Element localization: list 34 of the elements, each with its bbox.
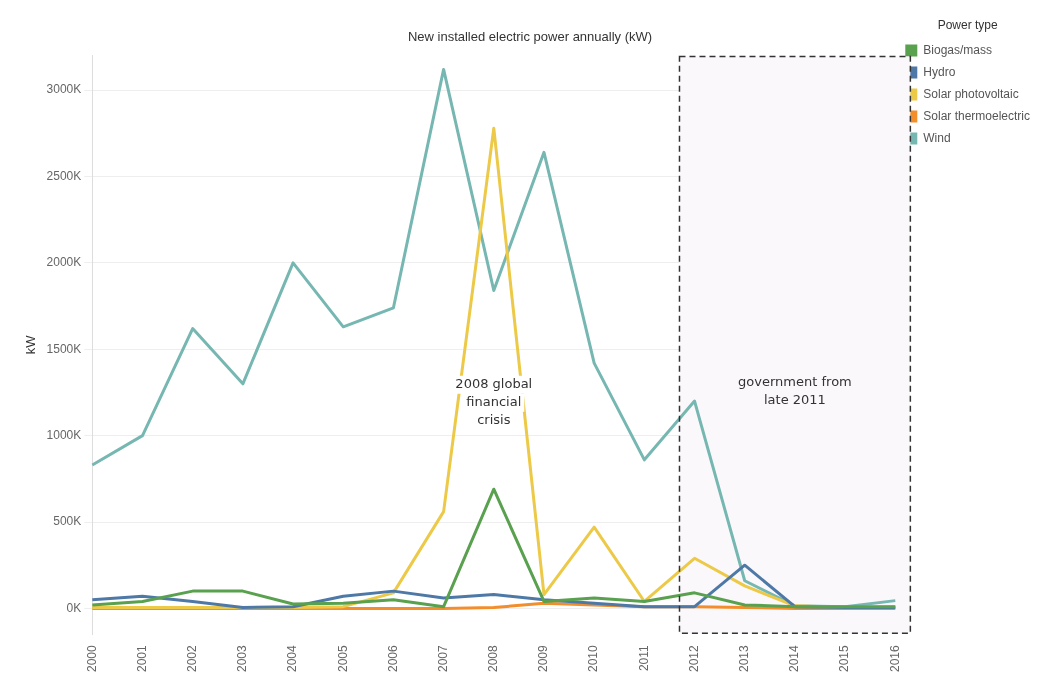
legend-label: Wind [923, 130, 951, 145]
x-tick-label: 2005 [335, 644, 350, 673]
legend-label: Biogas/mass [923, 42, 992, 57]
chart-title: New installed electric power annually (kW) [407, 29, 653, 45]
legend-label: Solar thermoelectric [923, 108, 1031, 123]
legend-label: Hydro [923, 64, 956, 79]
x-tick-label: 2007 [435, 644, 450, 673]
y-axis-title: kW [23, 334, 39, 355]
x-tick-label: 2013 [737, 644, 752, 673]
x-tick-label: 2009 [536, 644, 551, 673]
x-tick-label: 2004 [285, 644, 300, 673]
y-tick-label: 0K [66, 600, 82, 615]
x-tick-label: 2011 [636, 644, 651, 672]
x-tick-label: 2002 [184, 644, 199, 673]
x-tick-label: 2016 [887, 644, 902, 673]
y-tick-label: 1500K [46, 341, 82, 356]
legend-label: Solar photovoltaic [923, 86, 1019, 101]
y-tick-label: 2500K [46, 168, 82, 183]
x-tick-label: 2003 [235, 644, 250, 673]
x-tick-label: 2008 [486, 644, 501, 673]
y-tick-label: 3000K [46, 82, 82, 97]
x-tick-label: 2014 [787, 644, 802, 673]
band-label: government from late 2011 [738, 373, 852, 407]
y-tick-label: 2000K [46, 255, 82, 270]
x-tick-label: 2012 [686, 644, 701, 673]
y-tick-label: 1000K [46, 427, 82, 442]
x-tick-label: 2001 [134, 644, 149, 673]
annotation: 2008 global financial crisis [455, 376, 533, 428]
x-tick-label: 2000 [84, 644, 99, 673]
x-tick-label: 2006 [385, 644, 400, 673]
x-tick-label: 2010 [586, 644, 601, 673]
legend-title: Power type [937, 18, 998, 33]
x-tick-label: 2015 [837, 644, 852, 673]
y-tick-label: 500K [53, 514, 82, 529]
